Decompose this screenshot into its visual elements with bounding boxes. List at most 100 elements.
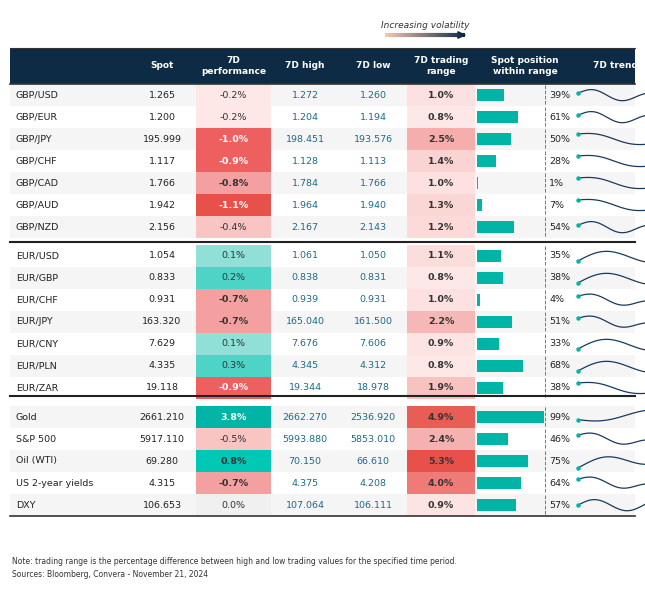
Text: 1.1%: 1.1% <box>428 252 454 261</box>
Bar <box>10 494 635 516</box>
Text: GBP/NZD: GBP/NZD <box>16 223 59 232</box>
Text: 2.156: 2.156 <box>148 223 175 232</box>
Bar <box>10 172 635 194</box>
Bar <box>196 128 271 150</box>
Text: 54%: 54% <box>549 223 570 232</box>
Text: GBP/USD: GBP/USD <box>16 90 59 99</box>
Bar <box>10 472 635 494</box>
Bar <box>407 377 475 399</box>
Bar <box>10 267 635 289</box>
Bar <box>407 311 475 333</box>
Text: GBP/CHF: GBP/CHF <box>16 157 57 166</box>
Text: 1.113: 1.113 <box>359 157 386 166</box>
Bar <box>407 194 475 216</box>
Bar <box>10 355 635 377</box>
Text: 75%: 75% <box>549 456 570 465</box>
Text: EUR/CHF: EUR/CHF <box>16 296 58 305</box>
Bar <box>477 433 508 445</box>
Bar <box>477 132 511 145</box>
Text: 193.576: 193.576 <box>353 134 393 143</box>
Bar <box>407 245 475 267</box>
Text: 0.0%: 0.0% <box>221 500 246 509</box>
Text: 39%: 39% <box>549 90 570 99</box>
Text: Spot: Spot <box>150 61 174 70</box>
Text: -0.9%: -0.9% <box>219 383 248 393</box>
Text: 1.0%: 1.0% <box>428 90 454 99</box>
Text: 0.931: 0.931 <box>148 296 175 305</box>
Text: Sources: Bloomberg, Convera - November 21, 2024: Sources: Bloomberg, Convera - November 2… <box>12 570 208 579</box>
Text: -0.5%: -0.5% <box>220 435 247 444</box>
Text: 99%: 99% <box>549 412 570 421</box>
Text: 0.931: 0.931 <box>359 296 386 305</box>
Text: 38%: 38% <box>549 383 570 393</box>
Bar <box>196 172 271 194</box>
Text: 0.838: 0.838 <box>292 273 319 282</box>
Text: 7.629: 7.629 <box>148 340 175 349</box>
Bar <box>407 267 475 289</box>
Text: 1.061: 1.061 <box>292 252 319 261</box>
Text: 163.320: 163.320 <box>143 317 182 326</box>
Text: DXY: DXY <box>16 500 35 509</box>
Text: 1.272: 1.272 <box>292 90 319 99</box>
Text: 0.9%: 0.9% <box>428 500 454 509</box>
Bar <box>477 220 513 234</box>
Text: 0.1%: 0.1% <box>221 252 246 261</box>
Bar <box>196 216 271 238</box>
Text: 4.312: 4.312 <box>359 361 386 370</box>
Bar <box>196 472 271 494</box>
Text: 2.143: 2.143 <box>359 223 386 232</box>
Bar <box>407 494 475 516</box>
Text: 50%: 50% <box>549 134 570 143</box>
Text: 0.8%: 0.8% <box>428 273 454 282</box>
Text: 1.204: 1.204 <box>292 113 319 122</box>
Bar <box>477 411 544 423</box>
Text: -0.2%: -0.2% <box>220 90 247 99</box>
Bar <box>477 477 521 489</box>
Bar <box>10 377 635 399</box>
Bar <box>196 106 271 128</box>
Text: 64%: 64% <box>549 479 570 488</box>
Text: 1.940: 1.940 <box>359 200 386 209</box>
Bar <box>477 155 496 167</box>
Bar <box>407 216 475 238</box>
Text: 35%: 35% <box>549 252 570 261</box>
Text: 1.766: 1.766 <box>148 179 175 187</box>
Text: -1.0%: -1.0% <box>219 134 248 143</box>
Text: EUR/CNY: EUR/CNY <box>16 340 58 349</box>
Bar <box>196 311 271 333</box>
Text: 38%: 38% <box>549 273 570 282</box>
Text: 4.335: 4.335 <box>148 361 175 370</box>
Bar <box>407 128 475 150</box>
Text: EUR/JPY: EUR/JPY <box>16 317 53 326</box>
Text: -0.8%: -0.8% <box>219 179 248 187</box>
Bar <box>196 377 271 399</box>
Text: -0.7%: -0.7% <box>219 479 248 488</box>
Bar <box>196 494 271 516</box>
Text: 106.653: 106.653 <box>143 500 181 509</box>
Text: 1.117: 1.117 <box>148 157 175 166</box>
Text: EUR/PLN: EUR/PLN <box>16 361 57 370</box>
Bar <box>477 294 480 306</box>
Bar <box>407 450 475 472</box>
Bar <box>477 88 504 101</box>
Bar <box>407 106 475 128</box>
Text: 1.128: 1.128 <box>292 157 319 166</box>
Bar <box>477 250 501 262</box>
Bar <box>407 406 475 428</box>
Text: GBP/CAD: GBP/CAD <box>16 179 59 187</box>
Text: 7D high: 7D high <box>285 61 324 70</box>
Text: EUR/ZAR: EUR/ZAR <box>16 383 59 393</box>
Text: 1.054: 1.054 <box>148 252 175 261</box>
Text: 1.200: 1.200 <box>148 113 175 122</box>
Bar <box>477 359 523 373</box>
Bar <box>10 84 635 106</box>
Bar <box>10 311 635 333</box>
Text: 2536.920: 2536.920 <box>350 412 395 421</box>
Text: -0.4%: -0.4% <box>220 223 247 232</box>
Text: -0.9%: -0.9% <box>219 157 248 166</box>
Text: 0.8%: 0.8% <box>428 113 454 122</box>
Text: 19.344: 19.344 <box>288 383 322 393</box>
Text: 1.9%: 1.9% <box>428 383 454 393</box>
Text: 7D low: 7D low <box>355 61 390 70</box>
Bar <box>10 450 635 472</box>
